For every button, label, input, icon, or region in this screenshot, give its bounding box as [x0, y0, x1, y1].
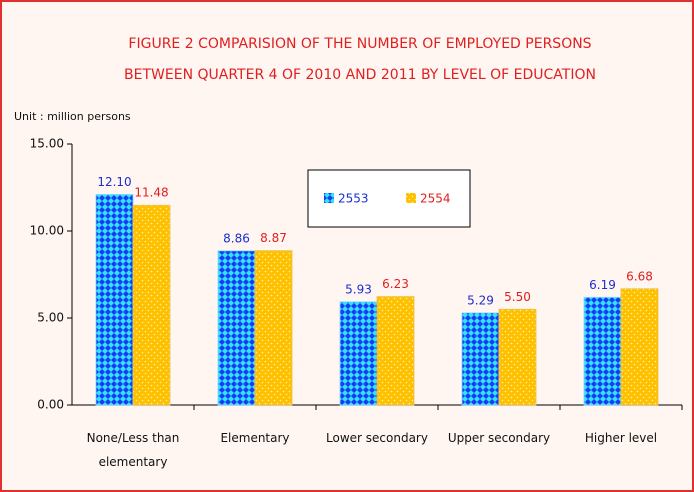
- data-label: 8.86: [223, 231, 250, 245]
- x-tick-label: Lower secondary: [326, 431, 428, 445]
- data-label: 8.87: [260, 231, 287, 245]
- legend-swatch: [406, 193, 416, 203]
- y-tick-label: 15.00: [30, 137, 64, 151]
- bar: [254, 250, 293, 406]
- bar: [461, 312, 500, 406]
- y-tick-label: 5.00: [37, 311, 64, 325]
- data-label: 6.23: [382, 277, 409, 291]
- x-tick-label: Upper secondary: [447, 431, 551, 445]
- data-label: 6.19: [589, 278, 616, 292]
- bar: [376, 296, 415, 406]
- legend-label: 2553: [338, 192, 369, 206]
- data-label: 11.48: [134, 186, 168, 200]
- legend-box: [307, 169, 471, 228]
- x-tick-label: Elementary: [220, 431, 290, 445]
- chart-title: FIGURE 2 COMPARISION OF THE NUMBER OF EM…: [128, 36, 591, 52]
- legend-swatch: [324, 193, 334, 203]
- bar: [620, 288, 659, 406]
- unit-label: Unit : million persons: [14, 110, 131, 123]
- data-label: 12.10: [97, 175, 131, 189]
- y-tick-label: 0.00: [37, 398, 64, 412]
- bar: [132, 204, 171, 406]
- data-label: 5.93: [345, 282, 372, 296]
- chart-title: BETWEEN QUARTER 4 OF 2010 AND 2011 BY LE…: [124, 67, 596, 83]
- x-tick-label: None/Less than elementary: [86, 431, 180, 469]
- data-label: 5.29: [467, 293, 494, 307]
- bar: [95, 194, 134, 406]
- bar: [339, 301, 378, 406]
- data-label: 5.50: [504, 290, 531, 304]
- data-label: 6.68: [626, 269, 653, 283]
- y-tick-label: 10.00: [30, 224, 64, 238]
- legend-label: 2554: [420, 192, 451, 206]
- x-tick-label: Higher level: [584, 431, 658, 445]
- bar: [217, 250, 256, 406]
- bar: [583, 296, 622, 406]
- bar: [498, 308, 537, 406]
